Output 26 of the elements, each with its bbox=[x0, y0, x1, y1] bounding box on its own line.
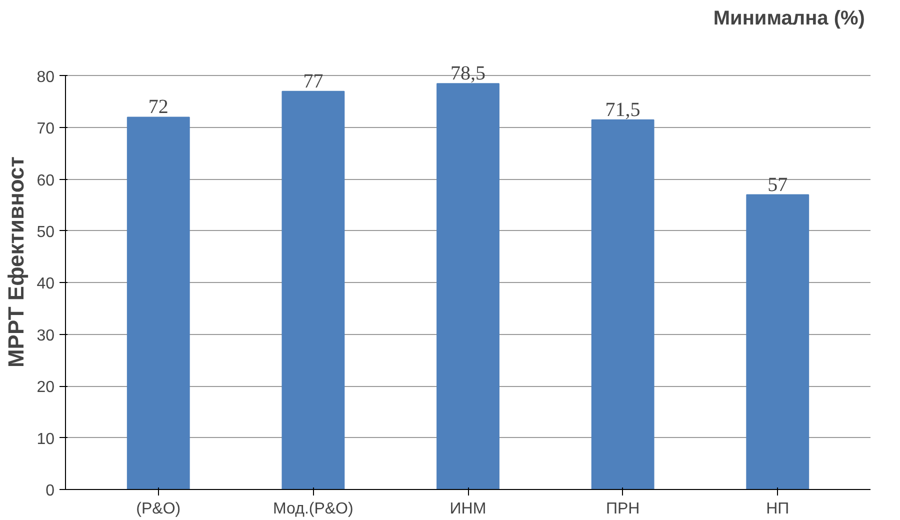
y-axis-title: МРРТ Ефективност bbox=[4, 156, 29, 368]
data-label: 71,5 bbox=[605, 98, 640, 121]
y-tick-label: 50 bbox=[36, 224, 55, 241]
data-label: 78,5 bbox=[450, 62, 486, 85]
y-tick-label: 30 bbox=[36, 327, 55, 344]
y-tick-label: 70 bbox=[36, 120, 55, 138]
bar bbox=[591, 119, 654, 490]
data-label: 57 bbox=[768, 174, 788, 196]
x-tick-label: ИНМ bbox=[450, 500, 486, 518]
bar bbox=[746, 194, 810, 490]
x-tick-label: (P&O) bbox=[136, 500, 181, 518]
x-tick-label: НП bbox=[766, 500, 790, 518]
bar bbox=[282, 90, 345, 490]
x-tick-label: Мод.(P&O) bbox=[273, 500, 354, 518]
data-label: 77 bbox=[303, 70, 324, 92]
chart-title: Минимална (%) bbox=[713, 8, 865, 30]
bar bbox=[436, 83, 500, 490]
y-tick-label: 40 bbox=[36, 276, 55, 293]
x-tick-label: ПРН bbox=[606, 500, 640, 518]
y-tick-label: 20 bbox=[36, 379, 55, 396]
bar bbox=[126, 116, 190, 490]
data-label: 72 bbox=[148, 96, 168, 118]
y-tick-label: 10 bbox=[36, 430, 55, 448]
y-tick-label: 80 bbox=[36, 68, 55, 86]
y-tick-label: 0 bbox=[46, 482, 55, 500]
y-tick-label: 60 bbox=[36, 172, 55, 190]
